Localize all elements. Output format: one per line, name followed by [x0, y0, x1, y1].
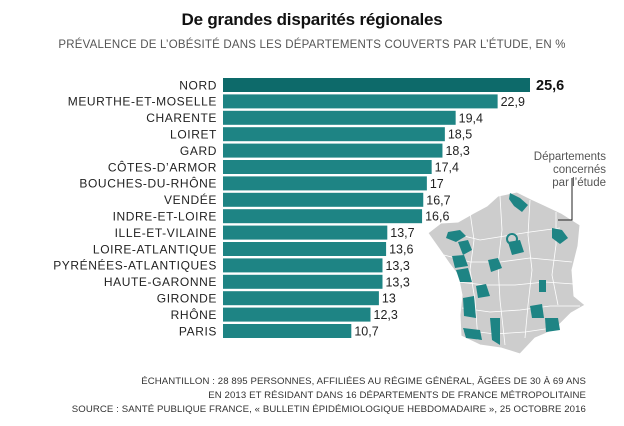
value-label: 17	[430, 177, 444, 191]
dept-vendee	[456, 268, 472, 282]
dept-pyrenees-atlantiques	[463, 328, 482, 340]
dept-paris	[506, 233, 518, 245]
dept-gironde	[463, 296, 476, 318]
value-label: 12,3	[374, 308, 398, 322]
dept-ille-et-vilaine	[458, 240, 472, 255]
bar	[223, 209, 423, 224]
value-label: 13	[382, 292, 396, 306]
bar	[223, 324, 352, 338]
value-label: 13,7	[390, 226, 414, 240]
value-label: 18,3	[445, 144, 469, 158]
bar	[223, 291, 379, 306]
value-label: 13,3	[385, 259, 409, 273]
value-label: 25,6	[536, 78, 564, 94]
bar	[223, 94, 498, 109]
value-label: 19,4	[459, 111, 483, 125]
dept-haute-garonne	[490, 318, 500, 345]
footer-source-line: SOURCE : SANTÉ PUBLIQUE FRANCE, « BULLET…	[71, 404, 586, 415]
value-label: 17,4	[435, 161, 459, 175]
category-label: GIRONDE	[157, 292, 217, 306]
france-map	[427, 178, 586, 355]
bar	[223, 176, 427, 191]
category-label: INDRE-ET-LOIRE	[113, 210, 217, 224]
dept-gard	[530, 304, 544, 318]
category-label: PYRÉNÉES-ATLANTIQUES	[53, 258, 217, 273]
value-label: 22,9	[501, 95, 525, 109]
value-label: 13,3	[385, 275, 409, 289]
category-label: ILLE-ET-VILAINE	[115, 226, 217, 240]
category-label: PARIS	[179, 324, 217, 338]
value-label: 16,6	[425, 210, 449, 224]
dept-charente	[476, 284, 490, 298]
category-label: LOIRE-ATLANTIQUE	[93, 242, 217, 256]
bar	[223, 274, 383, 289]
bar	[223, 242, 387, 256]
bar	[223, 160, 432, 174]
france-outline	[427, 191, 586, 355]
map-legend: Départements concernés par l’étude	[478, 151, 606, 190]
chart-title: De grandes disparités régionales	[181, 10, 443, 29]
category-label: CHARENTE	[146, 111, 217, 125]
map-legend-line: par l’étude	[552, 177, 606, 189]
chart-footer: ÉCHANTILLON : 28 895 PERSONNES, AFFILIÉE…	[72, 375, 586, 417]
category-label: RHÔNE	[171, 307, 217, 322]
chart-subtitle: PRÉVALENCE DE L’OBÉSITÉ DANS LES DÉPARTE…	[58, 39, 566, 51]
category-label: BOUCHES-DU-RHÔNE	[79, 176, 217, 191]
map-legend-line: concernés	[552, 164, 606, 176]
dept-nord	[509, 193, 528, 212]
category-label: GARD	[180, 144, 217, 158]
category-label: VENDÉE	[164, 192, 217, 207]
category-label: CÔTES-D’ARMOR	[108, 159, 217, 174]
bar	[223, 258, 383, 273]
value-label: 18,5	[448, 128, 472, 142]
bar	[223, 110, 456, 125]
value-label: 13,6	[389, 243, 413, 257]
legend-leader-line	[558, 178, 573, 221]
value-label: 10,7	[354, 325, 378, 339]
category-label: LOIRET	[170, 128, 217, 142]
footer-sample-line: ÉCHANTILLON : 28 895 PERSONNES, AFFILIÉE…	[141, 376, 586, 387]
category-label: HAUTE-GARONNE	[104, 275, 217, 289]
dept-loire-atlantique	[452, 255, 468, 268]
dept-meurthe-et-moselle	[552, 228, 568, 244]
category-label: MEURTHE-ET-MOSELLE	[68, 95, 217, 109]
bar	[223, 225, 388, 240]
dept-rhone	[539, 280, 546, 292]
bar	[223, 307, 371, 322]
bars-group: NORD 25,6 MEURTHE-ET-MOSELLE 22,9 CHARENTE 19…	[53, 78, 564, 339]
dept-bouches-du-rhone	[545, 318, 560, 332]
footer-sample-line: EN 2013 ET RÉSIDANT DANS 16 DÉPARTEMENTS…	[208, 390, 586, 401]
value-label: 16,7	[426, 193, 450, 207]
dept-indre-et-loire	[488, 258, 502, 272]
bar	[223, 127, 445, 142]
bar	[223, 192, 424, 207]
map-legend-line: Départements	[533, 151, 606, 163]
bar	[223, 143, 443, 158]
dept-cotes-d-armor	[446, 230, 466, 242]
bar	[223, 78, 530, 92]
category-label: NORD	[179, 78, 217, 92]
